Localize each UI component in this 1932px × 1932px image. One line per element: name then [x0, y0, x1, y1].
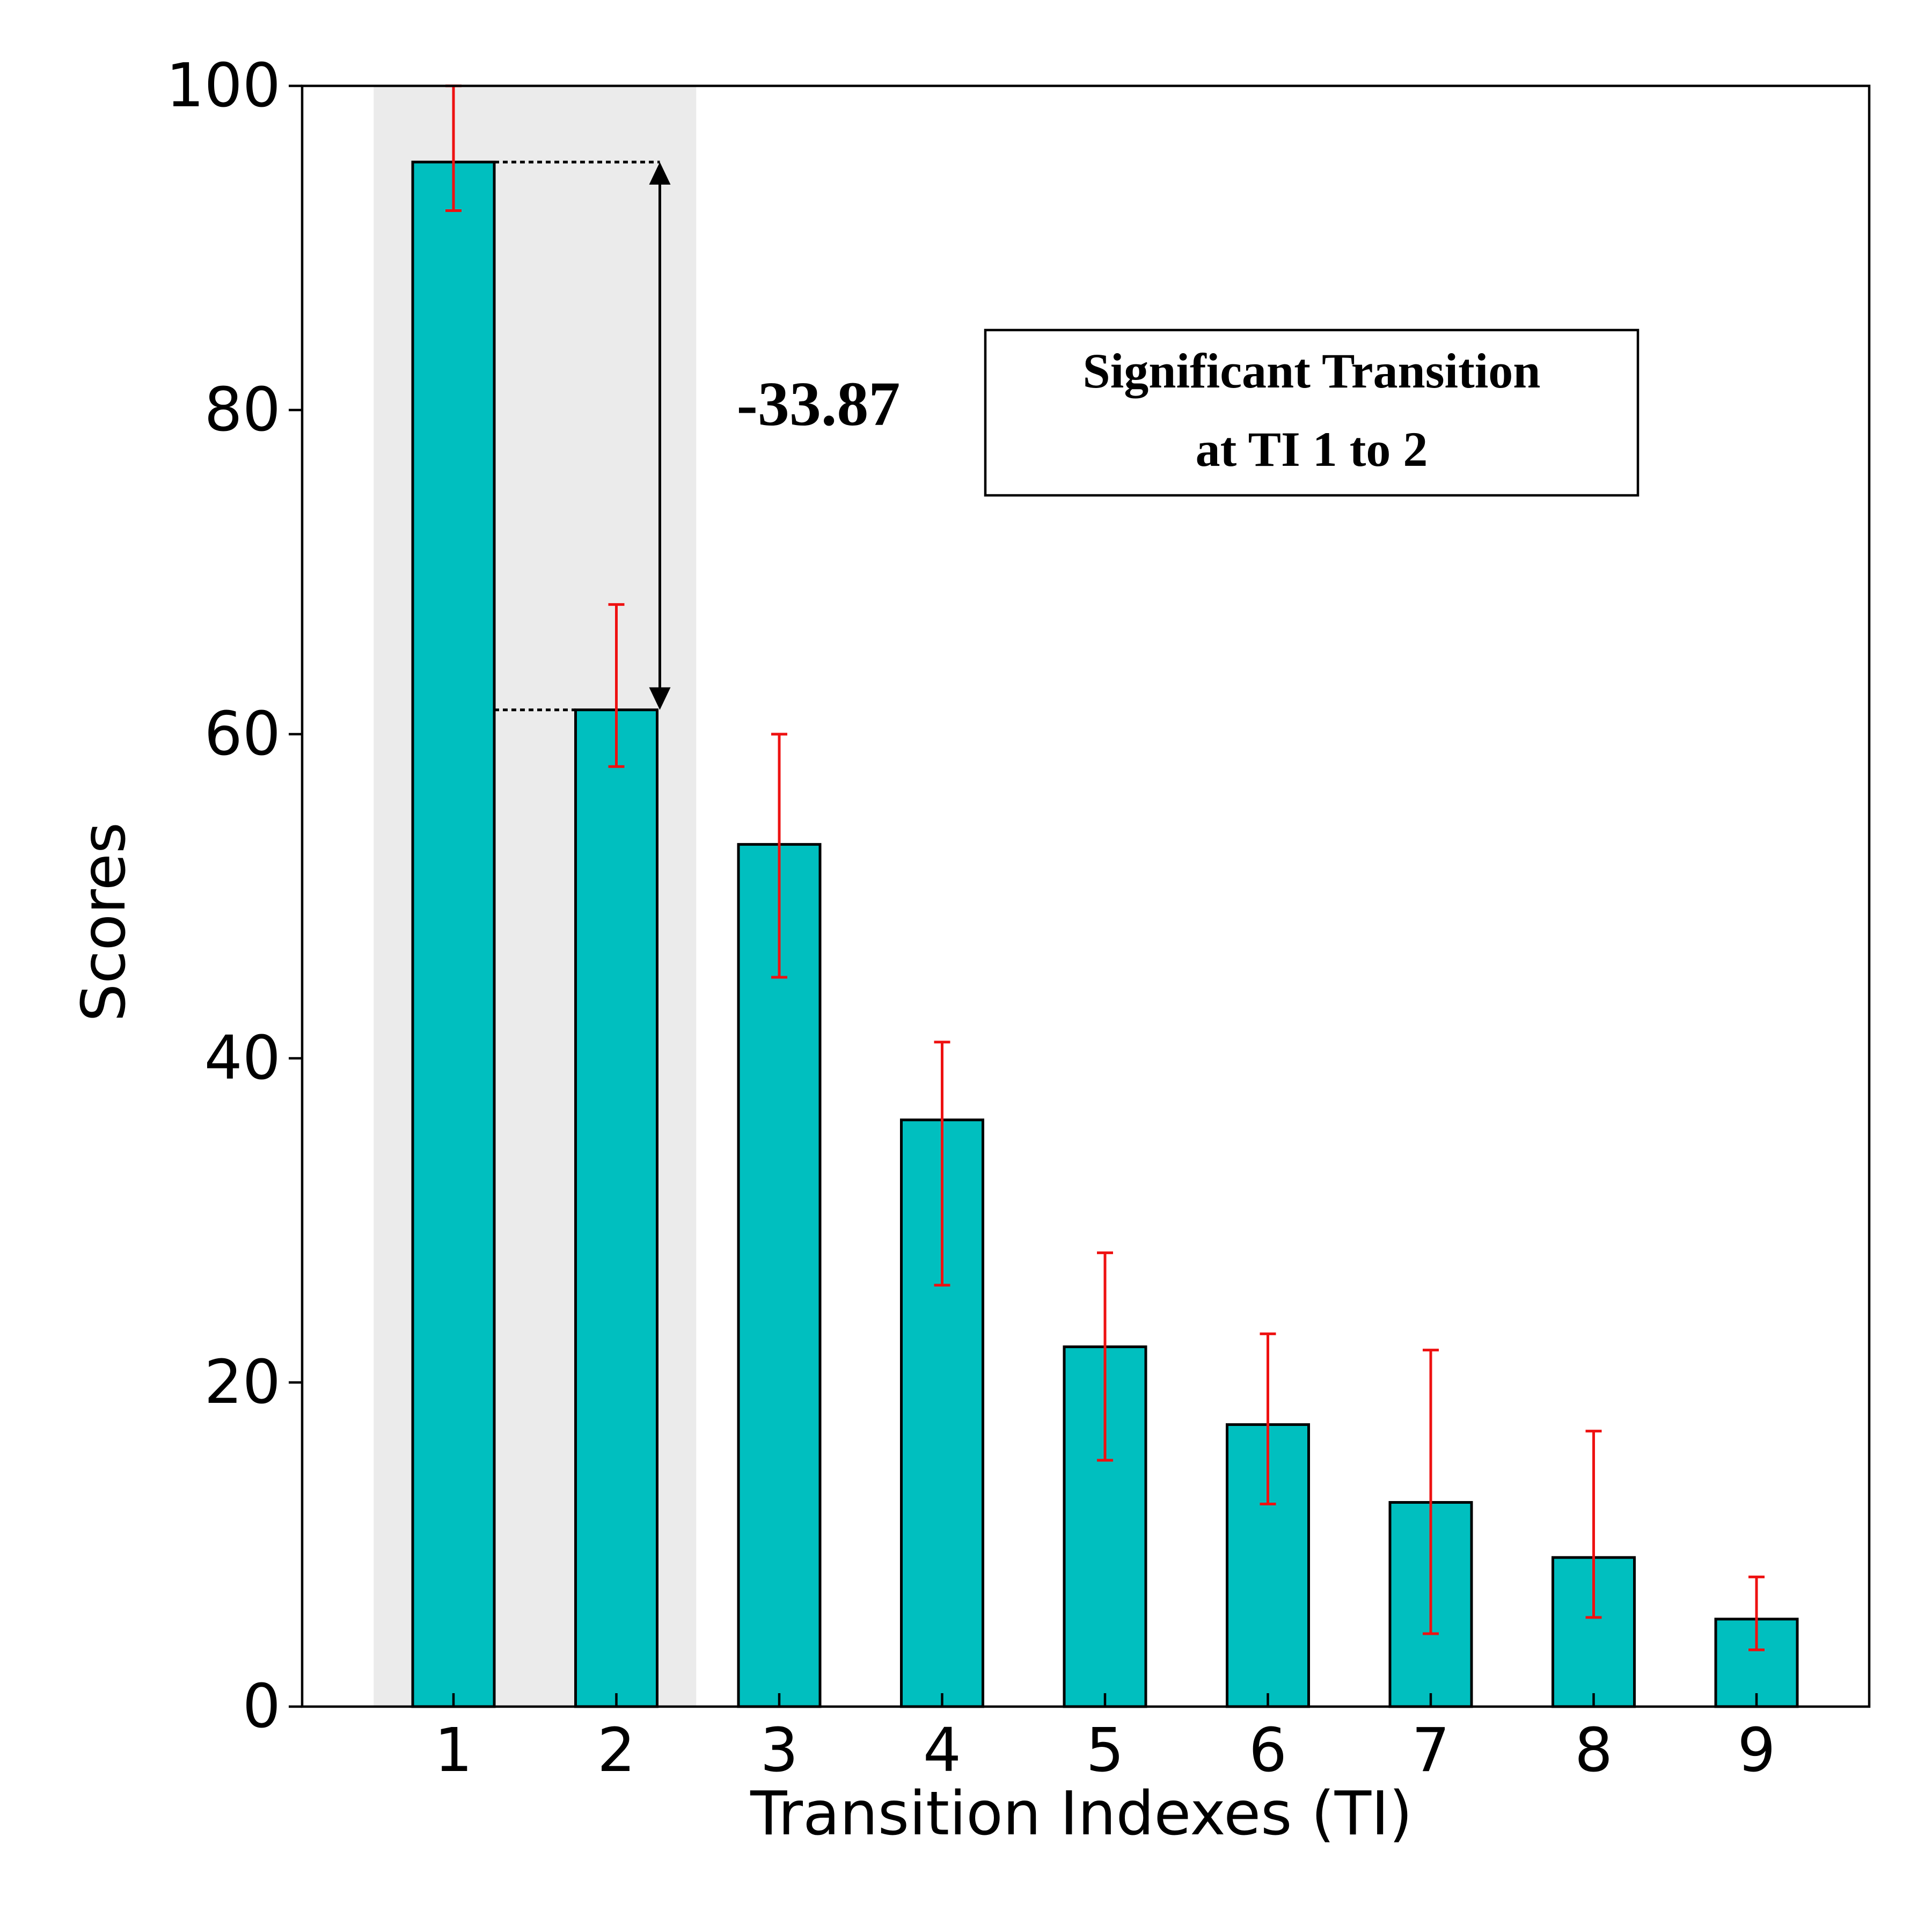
x-tick-label: 8	[1575, 1716, 1613, 1785]
bar-1	[411, 160, 496, 1708]
y-tick-label: 60	[204, 699, 281, 769]
difference-arrow-head-down	[649, 687, 671, 710]
axis-ticks: 0 20 40 60 80 100 1 2 3 4 5 6 7 8 9	[166, 51, 1775, 1785]
error-bar-8	[1585, 1430, 1602, 1619]
annotation-line-1: Significant Transition	[1083, 343, 1541, 398]
x-tick-label: 1	[434, 1716, 472, 1785]
x-tick-label: 7	[1411, 1716, 1450, 1785]
difference-label: -33.87	[737, 369, 901, 439]
x-tick-label: 6	[1249, 1716, 1287, 1785]
error-bar-9	[1748, 1575, 1765, 1651]
error-bar-4	[934, 1041, 950, 1287]
y-tick-label: 80	[204, 375, 281, 445]
x-tick-label: 3	[760, 1716, 798, 1785]
bar-3	[737, 843, 822, 1708]
x-axis-label: Transition Indexes (TI)	[750, 1779, 1413, 1849]
error-bar-2	[608, 603, 625, 768]
x-tick-label: 2	[597, 1716, 635, 1785]
annotation-box	[984, 328, 1640, 497]
bar-2	[574, 708, 658, 1708]
x-tick-label: 5	[1086, 1716, 1124, 1785]
y-tick-label: 40	[204, 1023, 281, 1093]
error-bar-3	[771, 733, 787, 979]
plot-frame	[301, 84, 1871, 1708]
y-tick-label: 20	[204, 1348, 281, 1417]
y-tick-label: 100	[166, 51, 281, 121]
difference-arrow-head-up	[649, 162, 671, 185]
y-axis-label: Scores	[69, 822, 139, 1022]
error-bar-7	[1423, 1349, 1439, 1635]
x-tick-label: 4	[923, 1716, 961, 1785]
y-tick-label: 0	[243, 1672, 281, 1741]
error-bar-5	[1097, 1251, 1113, 1462]
annotation-line-2: at TI 1 to 2	[1196, 422, 1428, 477]
difference-annotation	[494, 160, 671, 712]
error-bar-6	[1260, 1332, 1276, 1505]
x-tick-label: 9	[1737, 1716, 1775, 1785]
